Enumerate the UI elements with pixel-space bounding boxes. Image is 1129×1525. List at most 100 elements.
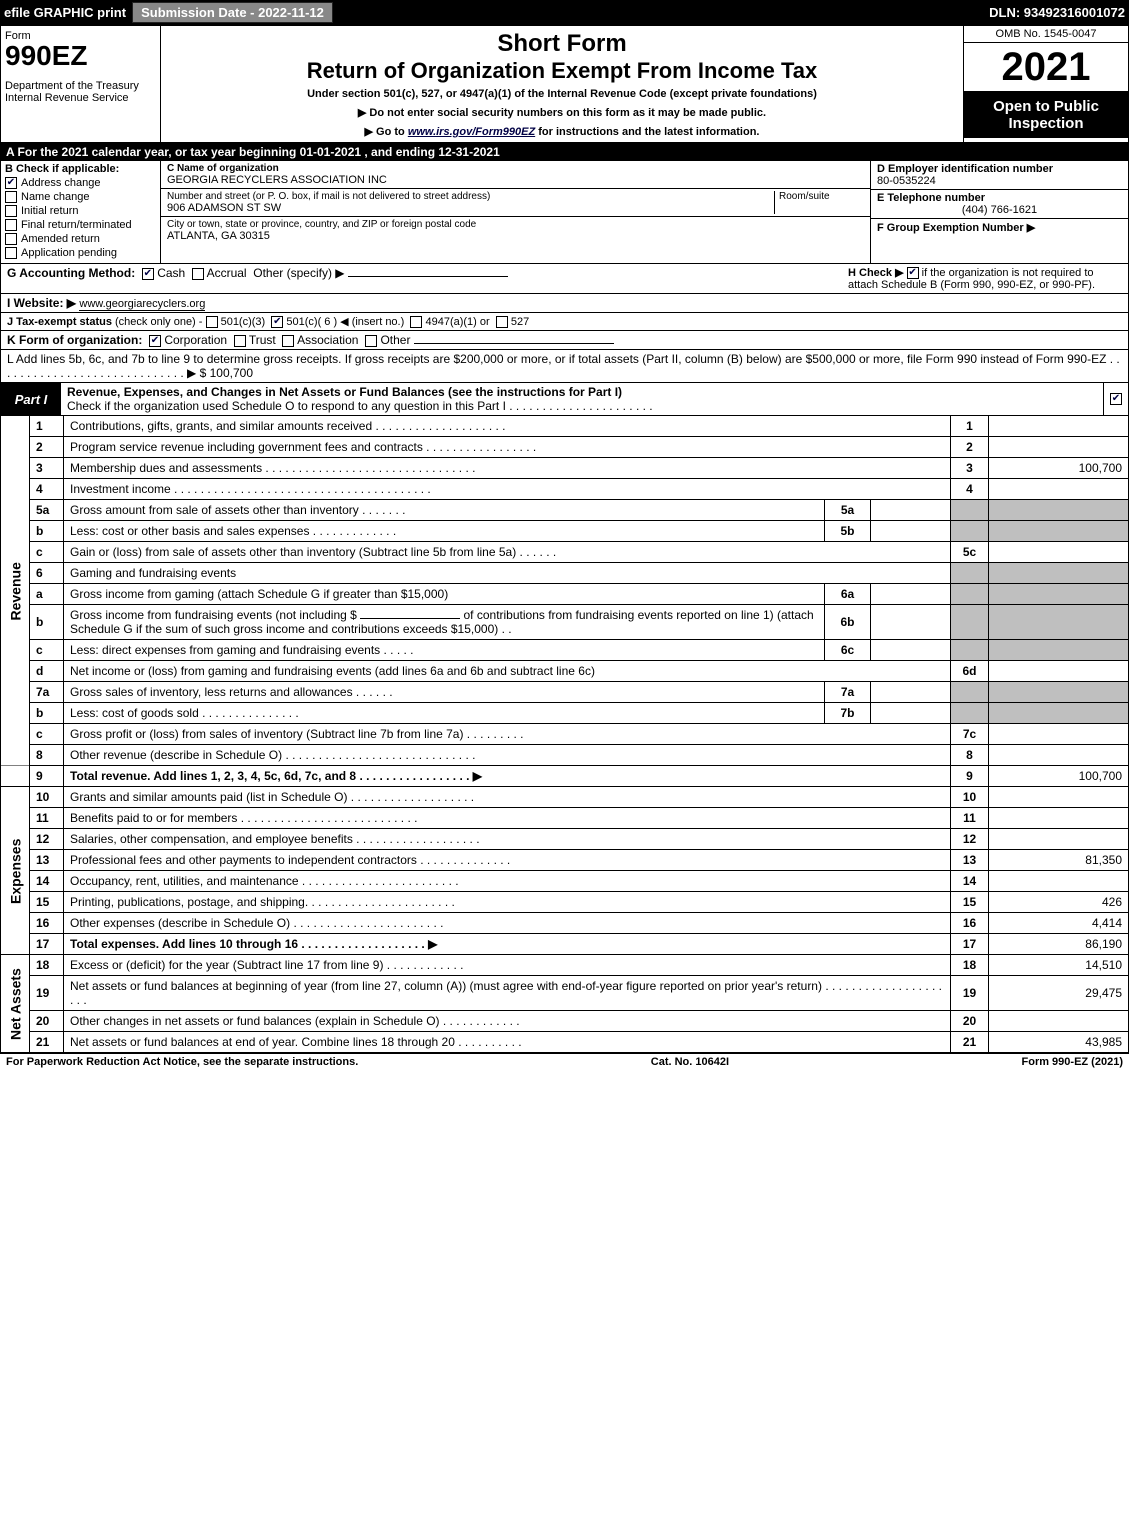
title-return: Return of Organization Exempt From Incom… [165, 58, 959, 84]
label-final-return: Final return/terminated [21, 219, 132, 231]
box-c: C Name of organization GEORGIA RECYCLERS… [161, 161, 870, 263]
checkbox-trust[interactable] [234, 335, 246, 347]
line-3-num: 3 [30, 458, 64, 479]
label-501c3: 501(c)(3) [221, 316, 266, 328]
line-11-box: 11 [951, 808, 989, 829]
line-7a-num: 7a [30, 682, 64, 703]
checkbox-other-org[interactable] [365, 335, 377, 347]
box-f-label: F Group Exemption Number ▶ [877, 222, 1035, 234]
footer-left: For Paperwork Reduction Act Notice, see … [6, 1056, 358, 1068]
line-17-amount: 86,190 [989, 934, 1129, 955]
checkbox-cash[interactable] [142, 268, 154, 280]
checkbox-initial-return[interactable] [5, 205, 17, 217]
checkbox-4947[interactable] [410, 316, 422, 328]
checkbox-501c[interactable] [271, 316, 283, 328]
row-j: J Tax-exempt status (check only one) - 5… [0, 313, 1129, 331]
line-13-amount: 81,350 [989, 850, 1129, 871]
line-7a-subval [871, 682, 951, 703]
sidelabel-revenue: Revenue [1, 416, 30, 766]
city-state-zip: ATLANTA, GA 30315 [167, 230, 864, 242]
dept-irs: Internal Revenue Service [5, 92, 156, 104]
line-9-amount: 100,700 [989, 766, 1129, 787]
checkbox-amended-return[interactable] [5, 233, 17, 245]
submission-date-button[interactable]: Submission Date - 2022-11-12 [132, 2, 333, 23]
omb-number: OMB No. 1545-0047 [964, 26, 1128, 43]
line-2-desc: Program service revenue including govern… [64, 437, 951, 458]
line-6c-shaded [951, 640, 989, 661]
line-11-amount [989, 808, 1129, 829]
line-6b-amt-shaded [989, 605, 1129, 640]
efile-label[interactable]: efile GRAPHIC print [4, 5, 126, 20]
line-7a-desc: Gross sales of inventory, less returns a… [64, 682, 825, 703]
box-c-label: C Name of organization [167, 163, 279, 174]
checkbox-association[interactable] [282, 335, 294, 347]
part-i-title: Revenue, Expenses, and Changes in Net As… [67, 385, 1097, 399]
line-8-box: 8 [951, 745, 989, 766]
line-18-amount: 14,510 [989, 955, 1129, 976]
other-org-input[interactable] [414, 343, 614, 344]
website-link[interactable]: www.georgiarecyclers.org [79, 298, 205, 311]
line-7b-shaded [951, 703, 989, 724]
checkbox-final-return[interactable] [5, 219, 17, 231]
line-7c-num: c [30, 724, 64, 745]
line-6d-desc: Net income or (loss) from gaming and fun… [64, 661, 951, 682]
line-8-amount [989, 745, 1129, 766]
part-i-tab: Part I [1, 383, 61, 415]
line-1-num: 1 [30, 416, 64, 437]
line-20-desc: Other changes in net assets or fund bala… [64, 1011, 951, 1032]
line-5b-shaded [951, 521, 989, 542]
line-6b-num: b [30, 605, 64, 640]
checkbox-527[interactable] [496, 316, 508, 328]
line-5a-subbox: 5a [825, 500, 871, 521]
checkbox-h[interactable] [907, 267, 919, 279]
checkbox-name-change[interactable] [5, 191, 17, 203]
line-6a-subbox: 6a [825, 584, 871, 605]
line-7a-subbox: 7a [825, 682, 871, 703]
dln-label: DLN: 93492316001072 [989, 5, 1125, 20]
header-center: Short Form Return of Organization Exempt… [161, 26, 963, 142]
line-20-box: 20 [951, 1011, 989, 1032]
line-21-desc: Net assets or fund balances at end of ye… [64, 1032, 951, 1053]
row-j-small: (check only one) - [115, 316, 202, 328]
telephone: (404) 766-1621 [877, 204, 1122, 216]
label-527: 527 [511, 316, 529, 328]
line-6a-subval [871, 584, 951, 605]
line-6b-input[interactable] [360, 618, 460, 619]
line-6-desc: Gaming and fundraising events [64, 563, 951, 584]
label-corporation: Corporation [164, 333, 227, 347]
line-14-desc: Occupancy, rent, utilities, and maintena… [64, 871, 951, 892]
line-6b-desc: Gross income from fundraising events (no… [64, 605, 825, 640]
line-15-box: 15 [951, 892, 989, 913]
line-9-num: 9 [30, 766, 64, 787]
irs-link[interactable]: www.irs.gov/Form990EZ [408, 126, 535, 138]
goto-irs: ▶ Go to www.irs.gov/Form990EZ for instru… [165, 125, 959, 138]
spacer-9 [1, 766, 30, 787]
line-6d-amount [989, 661, 1129, 682]
line-5b-amt-shaded [989, 521, 1129, 542]
row-l-amount: 100,700 [210, 366, 253, 380]
room-suite-label: Room/suite [779, 191, 864, 202]
checkbox-corporation[interactable] [149, 335, 161, 347]
checkbox-application-pending[interactable] [5, 247, 17, 259]
line-6d-box: 6d [951, 661, 989, 682]
label-other-method: Other (specify) ▶ [253, 266, 344, 280]
line-5c-desc: Gain or (loss) from sale of assets other… [64, 542, 951, 563]
line-6b-desc1: Gross income from fundraising events (no… [70, 608, 357, 622]
row-l: L Add lines 5b, 6c, and 7b to line 9 to … [0, 350, 1129, 383]
row-h-label: H Check ▶ [848, 267, 904, 279]
line-16-desc: Other expenses (describe in Schedule O) … [64, 913, 951, 934]
line-6c-num: c [30, 640, 64, 661]
org-name: GEORGIA RECYCLERS ASSOCIATION INC [167, 174, 864, 186]
line-6a-amt-shaded [989, 584, 1129, 605]
line-7a-amt-shaded [989, 682, 1129, 703]
checkbox-501c3[interactable] [206, 316, 218, 328]
checkbox-schedule-o[interactable] [1110, 393, 1122, 405]
line-10-box: 10 [951, 787, 989, 808]
other-method-input[interactable] [348, 276, 508, 277]
checkbox-address-change[interactable] [5, 177, 17, 189]
checkbox-accrual[interactable] [192, 268, 204, 280]
page-footer: For Paperwork Reduction Act Notice, see … [0, 1053, 1129, 1070]
line-6a-num: a [30, 584, 64, 605]
line-19-desc: Net assets or fund balances at beginning… [64, 976, 951, 1011]
line-12-amount [989, 829, 1129, 850]
